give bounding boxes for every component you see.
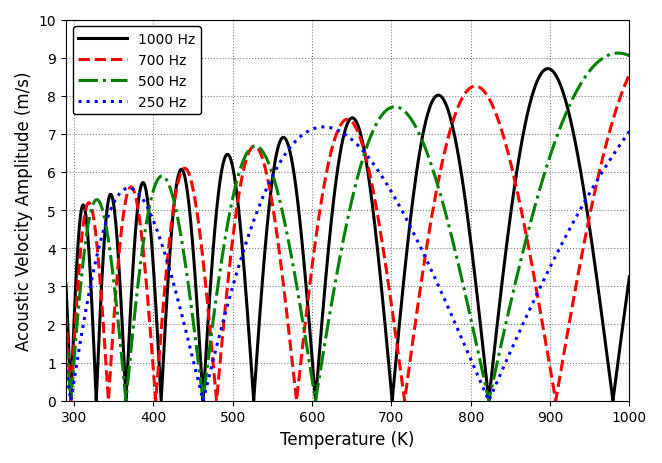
250 Hz (85, 289, 93, 295)
Line: 1000 Hz: 1000 Hz (66, 69, 630, 401)
1000 Hz (596, 297, 604, 302)
700 Hz (64, 356, 72, 361)
Legend: 1000 Hz, 700 Hz, 500 Hz, 250 Hz: 1000 Hz, 700 Hz, 500 Hz, 250 Hz (73, 27, 201, 115)
250 Hz (64, 383, 72, 388)
1000 Hz (626, 275, 634, 280)
250 Hz (320, 125, 328, 131)
500 Hz (62, 336, 70, 342)
500 Hz (596, 59, 604, 64)
250 Hz (172, 292, 180, 297)
500 Hz (172, 210, 180, 215)
1000 Hz (172, 184, 180, 189)
700 Hz (85, 200, 93, 206)
500 Hz (95, 200, 103, 206)
700 Hz (626, 73, 634, 78)
700 Hz (596, 169, 604, 174)
1000 Hz (85, 254, 93, 259)
1000 Hz (62, 281, 70, 287)
250 Hz (95, 243, 103, 248)
1000 Hz (95, 323, 103, 328)
500 Hz (122, 398, 130, 404)
250 Hz (596, 174, 604, 180)
250 Hz (199, 398, 207, 404)
Line: 250 Hz: 250 Hz (66, 128, 630, 401)
500 Hz (626, 54, 634, 59)
250 Hz (338, 130, 346, 136)
500 Hz (64, 368, 72, 373)
700 Hz (338, 122, 346, 127)
250 Hz (626, 129, 634, 135)
500 Hz (338, 247, 346, 253)
500 Hz (614, 51, 622, 57)
700 Hz (95, 272, 103, 278)
Y-axis label: Acoustic Velocity Amplitude (m/s): Acoustic Velocity Amplitude (m/s) (15, 71, 33, 350)
Line: 500 Hz: 500 Hz (66, 54, 630, 401)
X-axis label: Temperature (K): Temperature (K) (281, 430, 415, 448)
1000 Hz (338, 144, 346, 150)
Line: 700 Hz: 700 Hz (66, 75, 630, 401)
700 Hz (62, 313, 70, 319)
500 Hz (85, 217, 93, 222)
250 Hz (62, 367, 70, 372)
1000 Hz (544, 67, 552, 72)
700 Hz (401, 398, 408, 404)
1000 Hz (609, 398, 617, 404)
1000 Hz (64, 338, 72, 344)
700 Hz (172, 188, 180, 194)
